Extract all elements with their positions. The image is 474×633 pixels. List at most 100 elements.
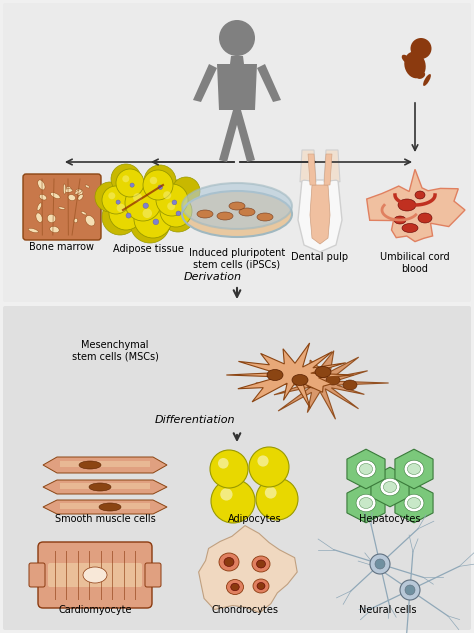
Ellipse shape [79, 461, 101, 469]
Text: Induced pluripotent
stem cells (iPSCs): Induced pluripotent stem cells (iPSCs) [189, 248, 285, 270]
Ellipse shape [356, 460, 376, 478]
Circle shape [219, 20, 255, 56]
Ellipse shape [404, 460, 424, 478]
Polygon shape [219, 110, 241, 162]
Ellipse shape [423, 74, 431, 86]
Polygon shape [310, 185, 330, 244]
FancyBboxPatch shape [48, 563, 142, 587]
Polygon shape [257, 64, 281, 102]
Circle shape [111, 164, 141, 194]
Ellipse shape [58, 207, 65, 210]
FancyBboxPatch shape [3, 3, 471, 302]
Ellipse shape [99, 503, 121, 511]
Ellipse shape [359, 463, 373, 475]
Circle shape [256, 478, 298, 520]
Circle shape [102, 199, 138, 235]
Polygon shape [43, 500, 167, 514]
Polygon shape [217, 64, 257, 110]
Polygon shape [371, 467, 409, 507]
Polygon shape [60, 503, 150, 509]
Circle shape [126, 213, 131, 218]
Text: Umbilical cord
blood: Umbilical cord blood [380, 252, 450, 273]
Circle shape [117, 204, 125, 212]
Circle shape [159, 180, 193, 214]
Circle shape [116, 200, 120, 204]
Ellipse shape [404, 52, 426, 78]
Text: Hepatocytes: Hepatocytes [359, 514, 421, 524]
Circle shape [116, 169, 144, 197]
Circle shape [211, 479, 255, 523]
Circle shape [375, 559, 385, 569]
Polygon shape [230, 56, 244, 64]
Circle shape [210, 450, 248, 488]
FancyBboxPatch shape [38, 542, 152, 608]
Circle shape [163, 191, 171, 199]
Circle shape [220, 488, 233, 501]
Ellipse shape [197, 210, 213, 218]
Ellipse shape [415, 191, 425, 199]
Circle shape [257, 455, 269, 467]
Ellipse shape [407, 498, 420, 508]
Ellipse shape [75, 190, 82, 194]
Polygon shape [395, 483, 433, 523]
Polygon shape [347, 449, 385, 489]
Ellipse shape [51, 192, 60, 199]
Circle shape [172, 200, 177, 205]
Ellipse shape [50, 227, 59, 233]
Circle shape [400, 580, 420, 600]
Polygon shape [60, 461, 150, 467]
Circle shape [95, 182, 125, 212]
Ellipse shape [407, 463, 420, 475]
Ellipse shape [224, 558, 234, 567]
Circle shape [218, 458, 228, 468]
Ellipse shape [219, 553, 239, 571]
Ellipse shape [343, 380, 357, 390]
Polygon shape [367, 170, 465, 242]
FancyBboxPatch shape [23, 174, 101, 240]
Polygon shape [233, 110, 255, 162]
Circle shape [158, 185, 163, 189]
Text: Differentiation: Differentiation [155, 415, 235, 425]
Polygon shape [324, 154, 332, 185]
Polygon shape [227, 343, 354, 408]
Polygon shape [395, 449, 433, 489]
Circle shape [156, 184, 188, 216]
Circle shape [109, 196, 143, 230]
Circle shape [143, 208, 152, 218]
Circle shape [161, 198, 195, 232]
Ellipse shape [227, 579, 244, 594]
Circle shape [143, 170, 173, 200]
Circle shape [122, 175, 129, 182]
Polygon shape [324, 150, 340, 182]
Ellipse shape [252, 556, 270, 572]
Ellipse shape [38, 180, 45, 190]
Ellipse shape [28, 229, 38, 233]
Polygon shape [193, 64, 217, 102]
Ellipse shape [64, 184, 66, 194]
Polygon shape [347, 483, 385, 523]
Ellipse shape [417, 72, 425, 79]
Ellipse shape [182, 183, 292, 229]
Text: Dental pulp: Dental pulp [292, 252, 348, 262]
Ellipse shape [36, 213, 43, 222]
Ellipse shape [292, 375, 308, 385]
Ellipse shape [359, 498, 373, 508]
Ellipse shape [257, 582, 265, 589]
Polygon shape [43, 480, 167, 494]
Ellipse shape [383, 482, 397, 492]
Ellipse shape [182, 191, 292, 237]
Circle shape [144, 165, 176, 197]
Ellipse shape [402, 54, 410, 63]
Ellipse shape [229, 202, 245, 210]
Ellipse shape [85, 215, 95, 226]
Circle shape [108, 192, 115, 199]
Ellipse shape [402, 223, 418, 232]
Polygon shape [300, 150, 316, 182]
Ellipse shape [47, 214, 56, 223]
Circle shape [249, 447, 289, 487]
Ellipse shape [85, 185, 90, 188]
Ellipse shape [257, 213, 273, 221]
Polygon shape [43, 457, 167, 473]
Circle shape [134, 200, 172, 238]
Ellipse shape [66, 187, 71, 192]
